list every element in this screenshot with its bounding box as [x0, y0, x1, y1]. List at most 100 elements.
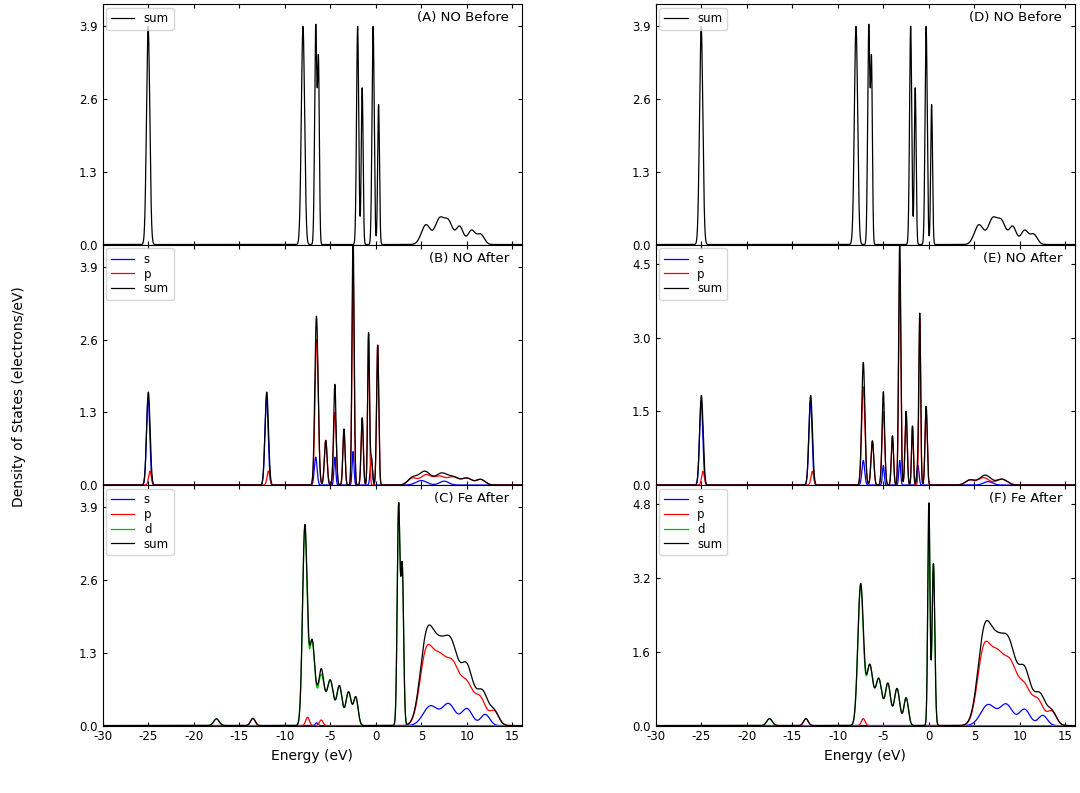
- s: [515, 481, 528, 490]
- Legend: sum: sum: [659, 7, 727, 30]
- p: [247, 714, 260, 724]
- Line: sum: sum: [656, 25, 1075, 244]
- sum: [407, 239, 420, 249]
- d: [897, 704, 910, 714]
- sum: [247, 239, 260, 249]
- s: [515, 721, 528, 730]
- d: [362, 721, 375, 730]
- s: [801, 721, 814, 730]
- sum: [801, 239, 814, 249]
- s: [897, 481, 910, 490]
- s: [96, 481, 109, 490]
- s: [345, 480, 357, 489]
- sum: [862, 20, 875, 29]
- s: [442, 699, 455, 708]
- sum: [515, 721, 528, 730]
- Line: sum: sum: [103, 503, 522, 726]
- Legend: s, p, sum: s, p, sum: [659, 248, 727, 300]
- p: [649, 721, 662, 730]
- s: [897, 721, 910, 730]
- Line: p: p: [103, 267, 522, 485]
- d: [407, 721, 420, 730]
- sum: [247, 714, 260, 724]
- d: [345, 693, 357, 703]
- s: [649, 481, 662, 490]
- sum: [96, 481, 109, 490]
- sum: [429, 628, 442, 638]
- sum: [117, 721, 130, 730]
- p: [345, 465, 357, 474]
- s: [671, 481, 684, 490]
- d: [671, 721, 684, 730]
- sum: [671, 239, 684, 249]
- p: [407, 711, 420, 721]
- p: [1068, 481, 1080, 490]
- d: [96, 721, 109, 730]
- sum: [897, 474, 910, 484]
- p: [801, 481, 814, 490]
- sum: [96, 239, 109, 249]
- sum: [309, 20, 322, 29]
- s: [407, 479, 420, 488]
- p: [893, 259, 906, 269]
- d: [916, 721, 929, 730]
- s: [407, 720, 420, 730]
- p: [247, 481, 260, 490]
- p: [750, 481, 762, 490]
- sum: [1068, 721, 1080, 730]
- sum: [345, 693, 357, 703]
- s: [1068, 481, 1080, 490]
- Line: p: p: [103, 645, 522, 726]
- s: [960, 481, 973, 490]
- sum: [363, 336, 376, 346]
- sum: [758, 239, 771, 249]
- s: [750, 481, 762, 490]
- p: [96, 721, 109, 730]
- s: [916, 721, 929, 730]
- d: [801, 721, 814, 730]
- s: [429, 480, 442, 489]
- p: [422, 640, 435, 649]
- sum: [893, 235, 906, 244]
- sum: [960, 239, 973, 249]
- Line: p: p: [656, 264, 1075, 485]
- sum: [1068, 481, 1080, 490]
- sum: [960, 477, 973, 486]
- sum: [117, 481, 130, 490]
- p: [347, 262, 360, 272]
- sum: [429, 220, 442, 230]
- sum: [801, 466, 814, 476]
- p: [897, 474, 910, 484]
- sum: [916, 239, 929, 249]
- Line: sum: sum: [656, 503, 1075, 726]
- d: [1068, 721, 1080, 730]
- Legend: sum: sum: [106, 7, 174, 30]
- p: [96, 481, 109, 490]
- sum: [649, 481, 662, 490]
- sum: [347, 228, 360, 238]
- p: [345, 721, 357, 730]
- Text: Density of States (electrons/eV): Density of States (electrons/eV): [13, 286, 26, 507]
- Text: (D) NO Before: (D) NO Before: [969, 11, 1062, 24]
- s: [429, 703, 442, 712]
- Line: s: s: [656, 703, 1075, 726]
- d: [117, 721, 130, 730]
- p: [407, 473, 420, 483]
- s: [117, 721, 130, 730]
- p: [671, 721, 684, 730]
- p: [897, 721, 910, 730]
- sum: [117, 239, 130, 249]
- s: [96, 721, 109, 730]
- sum: [922, 498, 935, 508]
- p: [197, 481, 210, 490]
- sum: [916, 721, 929, 730]
- Text: (E) NO After: (E) NO After: [983, 251, 1062, 265]
- sum: [982, 617, 995, 626]
- s: [1068, 721, 1080, 730]
- sum: [671, 481, 684, 490]
- p: [515, 481, 528, 490]
- X-axis label: Energy (eV): Energy (eV): [824, 749, 906, 763]
- p: [982, 475, 995, 485]
- p: [117, 481, 130, 490]
- sum: [205, 239, 218, 249]
